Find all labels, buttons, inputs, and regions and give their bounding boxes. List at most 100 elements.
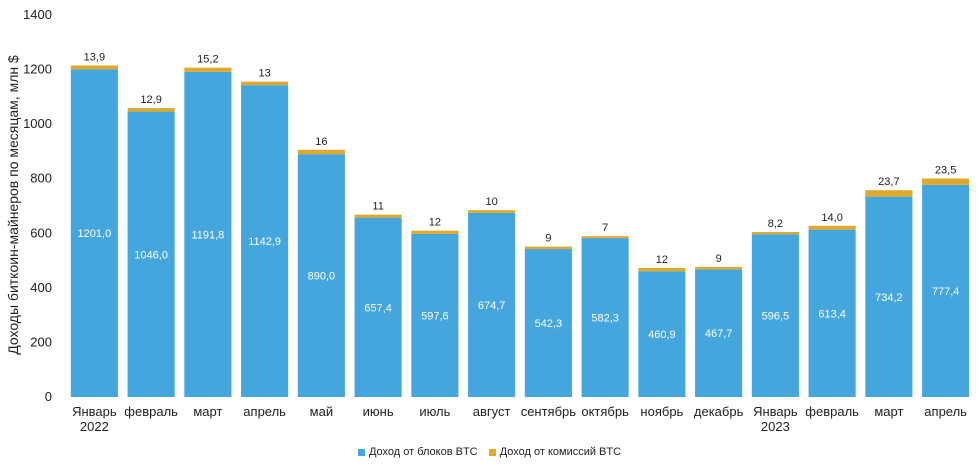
x-tick-label: апрель (243, 404, 286, 419)
data-label-fees: 13,9 (84, 52, 105, 64)
bar-fees (751, 232, 799, 235)
y-tick-label: 200 (30, 334, 52, 349)
y-tick-label: 800 (30, 171, 52, 186)
bar-fees (411, 230, 459, 234)
x-tick-label: август (473, 404, 511, 419)
legend-item-blocks: Доход от блоков BTC (357, 446, 478, 458)
bar-blocks (865, 196, 913, 397)
data-label-fees: 9 (545, 233, 551, 245)
y-axis-title: Доходы биткоин-майнеров по месяцам, млн … (5, 55, 21, 355)
data-label-blocks: 657,4 (364, 302, 392, 314)
bar-blocks (695, 269, 743, 397)
bar-blocks (241, 85, 289, 397)
bar-fees (297, 149, 345, 155)
data-label-fees: 13 (259, 68, 271, 80)
data-label-fees: 15,2 (197, 54, 218, 66)
data-label-blocks: 613,4 (818, 308, 846, 320)
legend-item-fees: Доход от комиссий BTC (488, 446, 622, 458)
bar-blocks (70, 69, 118, 397)
x-tick-label: апрель (924, 404, 967, 419)
y-tick-label: 0 (45, 389, 52, 404)
data-label-fees: 9 (716, 253, 722, 265)
bar-fees (184, 67, 232, 72)
data-label-blocks: 582,3 (591, 313, 619, 325)
y-axis: 0 200 400 600 800 1000 1200 1400 (23, 7, 52, 404)
x-tick-label: май (310, 404, 333, 419)
bar-fees (524, 246, 572, 250)
x-tick-label: октябрь (581, 404, 629, 419)
x-tick-label: июнь (363, 404, 394, 419)
data-label-fees: 23,7 (878, 176, 899, 188)
bar-blocks (184, 71, 232, 397)
bar-blocks (297, 154, 345, 397)
bar-blocks (808, 229, 856, 397)
bar-blocks (638, 271, 686, 397)
data-label-fees: 12 (429, 217, 441, 229)
bar-blocks (524, 249, 572, 397)
data-label-blocks: 734,2 (875, 292, 903, 304)
x-tick-label: март (193, 404, 222, 419)
bar-fees (468, 210, 516, 213)
bar-blocks (468, 212, 516, 397)
bar-blocks (751, 234, 799, 397)
data-label-blocks: 1142,9 (248, 236, 281, 248)
bar-fees (241, 81, 289, 86)
legend: Доход от блоков BTC Доход от комиссий BT… (0, 446, 979, 459)
bar-fees (808, 225, 856, 230)
x-tick-label: март (874, 404, 903, 419)
data-label-fees: 16 (315, 136, 327, 148)
data-label-fees: 11 (372, 201, 383, 213)
legend-label-fees: Доход от комиссий BTC (499, 446, 622, 458)
data-label-blocks: 542,3 (535, 318, 563, 330)
bar-fees (70, 65, 118, 70)
data-label-blocks: 1046,0 (134, 249, 168, 261)
x-tick-label: 2023 (761, 419, 790, 434)
y-tick-label: 1000 (23, 116, 52, 131)
bar-blocks (922, 184, 970, 397)
x-tick-label: февраль (124, 404, 178, 419)
data-label-blocks: 777,4 (932, 286, 960, 298)
data-label-blocks: 467,7 (705, 328, 733, 340)
x-tick-label: июль (419, 404, 450, 419)
data-label-fees: 12,9 (140, 94, 161, 106)
data-label-blocks: 1191,8 (191, 229, 224, 241)
data-label-fees: 7 (602, 222, 608, 234)
data-label-fees: 10 (486, 196, 498, 208)
data-label-blocks: 890,0 (308, 271, 336, 283)
y-tick-label: 1200 (23, 62, 52, 77)
x-tick-label: Январь (72, 404, 117, 419)
legend-swatch-fees (488, 448, 496, 456)
x-tick-label: 2022 (80, 419, 109, 434)
bar-blocks (354, 217, 402, 397)
x-tick-label: февраль (805, 404, 859, 419)
bar-fees (354, 214, 402, 218)
data-label-blocks: 1201,0 (78, 228, 112, 240)
data-label-blocks: 460,9 (648, 329, 676, 341)
bar-fees (581, 236, 629, 239)
x-tick-label: Январь (753, 404, 798, 419)
data-label-blocks: 674,7 (478, 300, 506, 312)
bars-group: 1201,0 13,9 1046,0 12,9 1191,8 15,2 1142,9 13 89… (70, 52, 970, 397)
data-label-blocks: 596,5 (762, 311, 790, 323)
data-label-fees: 23,5 (935, 164, 956, 176)
data-label-fees: 8,2 (768, 218, 783, 230)
bar-fees (638, 267, 686, 272)
bar-blocks (411, 233, 459, 397)
data-label-blocks: 597,6 (421, 310, 449, 322)
bar-fees (695, 266, 743, 270)
bar-blocks (127, 111, 175, 397)
x-tick-label: декабрь (694, 404, 744, 419)
bar-fees (922, 178, 970, 185)
x-tick-label: сентябрь (521, 404, 577, 419)
data-label-fees: 12 (656, 254, 668, 266)
y-tick-label: 600 (30, 225, 52, 240)
legend-label-blocks: Доход от блоков BTC (368, 446, 478, 458)
legend-swatch-blocks (357, 448, 365, 456)
bar-fees (865, 190, 913, 197)
bar-fees (127, 108, 175, 112)
y-tick-label: 1400 (23, 7, 52, 22)
data-label-fees: 14,0 (821, 212, 842, 224)
x-tick-label: ноябрь (640, 404, 683, 419)
